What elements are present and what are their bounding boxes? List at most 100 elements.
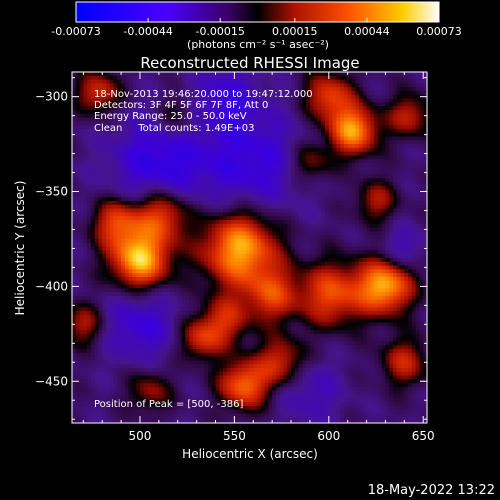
heatmap-cell <box>257 155 262 160</box>
heatmap-cell <box>170 257 175 263</box>
heatmap-cell <box>245 144 251 149</box>
heatmap-cell <box>366 189 371 195</box>
heatmap-cell <box>393 178 398 183</box>
heatmap-cell <box>155 238 160 244</box>
heatmap-cell <box>389 204 394 210</box>
heatmap-cell <box>362 182 368 187</box>
heatmap-cell <box>309 238 315 244</box>
heatmap-cell <box>411 174 417 179</box>
heatmap-cell <box>170 163 175 168</box>
heatmap-cell <box>370 87 375 92</box>
heatmap-cell <box>287 212 292 217</box>
heatmap-cell <box>291 117 296 122</box>
heatmap-cell <box>393 109 398 115</box>
heatmap-cell <box>385 147 390 153</box>
heatmap-cell <box>302 174 307 179</box>
heatmap-cell <box>162 189 168 195</box>
heatmap-cell <box>393 223 398 229</box>
heatmap-cell <box>377 216 383 221</box>
heatmap-cell <box>136 121 141 126</box>
heatmap-cell <box>211 163 217 168</box>
heatmap-cell <box>321 140 326 145</box>
heatmap-cell <box>158 242 164 248</box>
heatmap-cell <box>340 163 345 168</box>
heatmap-cell <box>291 163 296 168</box>
heatmap-cell <box>279 182 285 187</box>
heatmap-cell <box>355 201 360 206</box>
heatmap-cell <box>181 151 186 157</box>
heatmap-cell <box>226 72 232 77</box>
heatmap-cell <box>136 212 141 217</box>
heatmap-cell <box>226 269 232 274</box>
heatmap-cell <box>94 178 100 183</box>
heatmap-cell <box>75 269 81 274</box>
heatmap-cell <box>374 109 379 115</box>
heatmap-cell <box>230 219 235 225</box>
heatmap-cell <box>264 178 269 183</box>
heatmap-cell <box>340 178 345 183</box>
heatmap-cell <box>332 140 337 145</box>
heatmap-cell <box>124 72 130 77</box>
heatmap-cell <box>385 193 390 198</box>
heatmap-cell <box>336 109 341 115</box>
heatmap-cell <box>170 238 175 244</box>
heatmap-cell <box>113 204 118 210</box>
heatmap-cell <box>343 106 349 111</box>
heatmap-cell <box>185 72 190 77</box>
heatmap-cell <box>321 106 326 111</box>
heatmap-cell <box>158 189 164 195</box>
heatmap-cell <box>162 216 168 221</box>
heatmap-cell <box>370 182 375 187</box>
heatmap-cell <box>287 269 292 274</box>
heatmap-cell <box>302 242 307 248</box>
heatmap-cell <box>124 208 130 213</box>
heatmap-cell <box>340 219 345 225</box>
heatmap-cell <box>94 166 100 172</box>
heatmap-cell <box>124 90 130 96</box>
heatmap-cell <box>336 79 341 84</box>
heatmap-cell <box>192 87 198 92</box>
heatmap-cell <box>128 204 134 210</box>
heatmap-cell <box>226 208 232 213</box>
heatmap-cell <box>291 219 296 225</box>
heatmap-cell <box>366 170 371 176</box>
heatmap-cell <box>279 197 285 202</box>
heatmap-cell <box>351 170 356 176</box>
heatmap-cell <box>366 178 371 183</box>
heatmap-cell <box>347 197 353 202</box>
heatmap-cell <box>343 163 349 168</box>
heatmap-cell <box>291 98 296 103</box>
heatmap-cell <box>72 102 77 107</box>
heatmap-cell <box>223 79 228 84</box>
heatmap-cell <box>124 166 130 172</box>
heatmap-cell <box>260 246 266 251</box>
heatmap-cell <box>173 170 179 176</box>
heatmap-cell <box>404 204 409 210</box>
heatmap-cell <box>158 90 164 96</box>
heatmap-cell <box>128 90 134 96</box>
heatmap-cell <box>121 182 126 187</box>
heatmap-cell <box>415 79 421 84</box>
heatmap-cell <box>94 216 100 221</box>
heatmap-cell <box>132 193 137 198</box>
heatmap-cell <box>340 212 345 217</box>
heatmap-cell <box>109 125 115 130</box>
heatmap-cell <box>423 269 427 274</box>
heatmap-cell <box>189 227 194 232</box>
heatmap-cell <box>215 261 220 267</box>
heatmap-cell <box>291 216 296 221</box>
heatmap-cell <box>98 90 103 96</box>
heatmap-cell <box>321 98 326 103</box>
heatmap-cell <box>377 185 383 191</box>
heatmap-cell <box>264 174 269 179</box>
heatmap-cell <box>177 257 183 263</box>
heatmap-cell <box>328 227 334 232</box>
heatmap-cell <box>128 182 134 187</box>
heatmap-cell <box>381 193 387 198</box>
heatmap-cell <box>143 219 149 225</box>
heatmap-cell <box>204 98 209 103</box>
heatmap-cell <box>105 257 111 263</box>
heatmap-cell <box>75 193 81 198</box>
heatmap-cell <box>223 144 228 149</box>
heatmap-cell <box>264 87 269 92</box>
